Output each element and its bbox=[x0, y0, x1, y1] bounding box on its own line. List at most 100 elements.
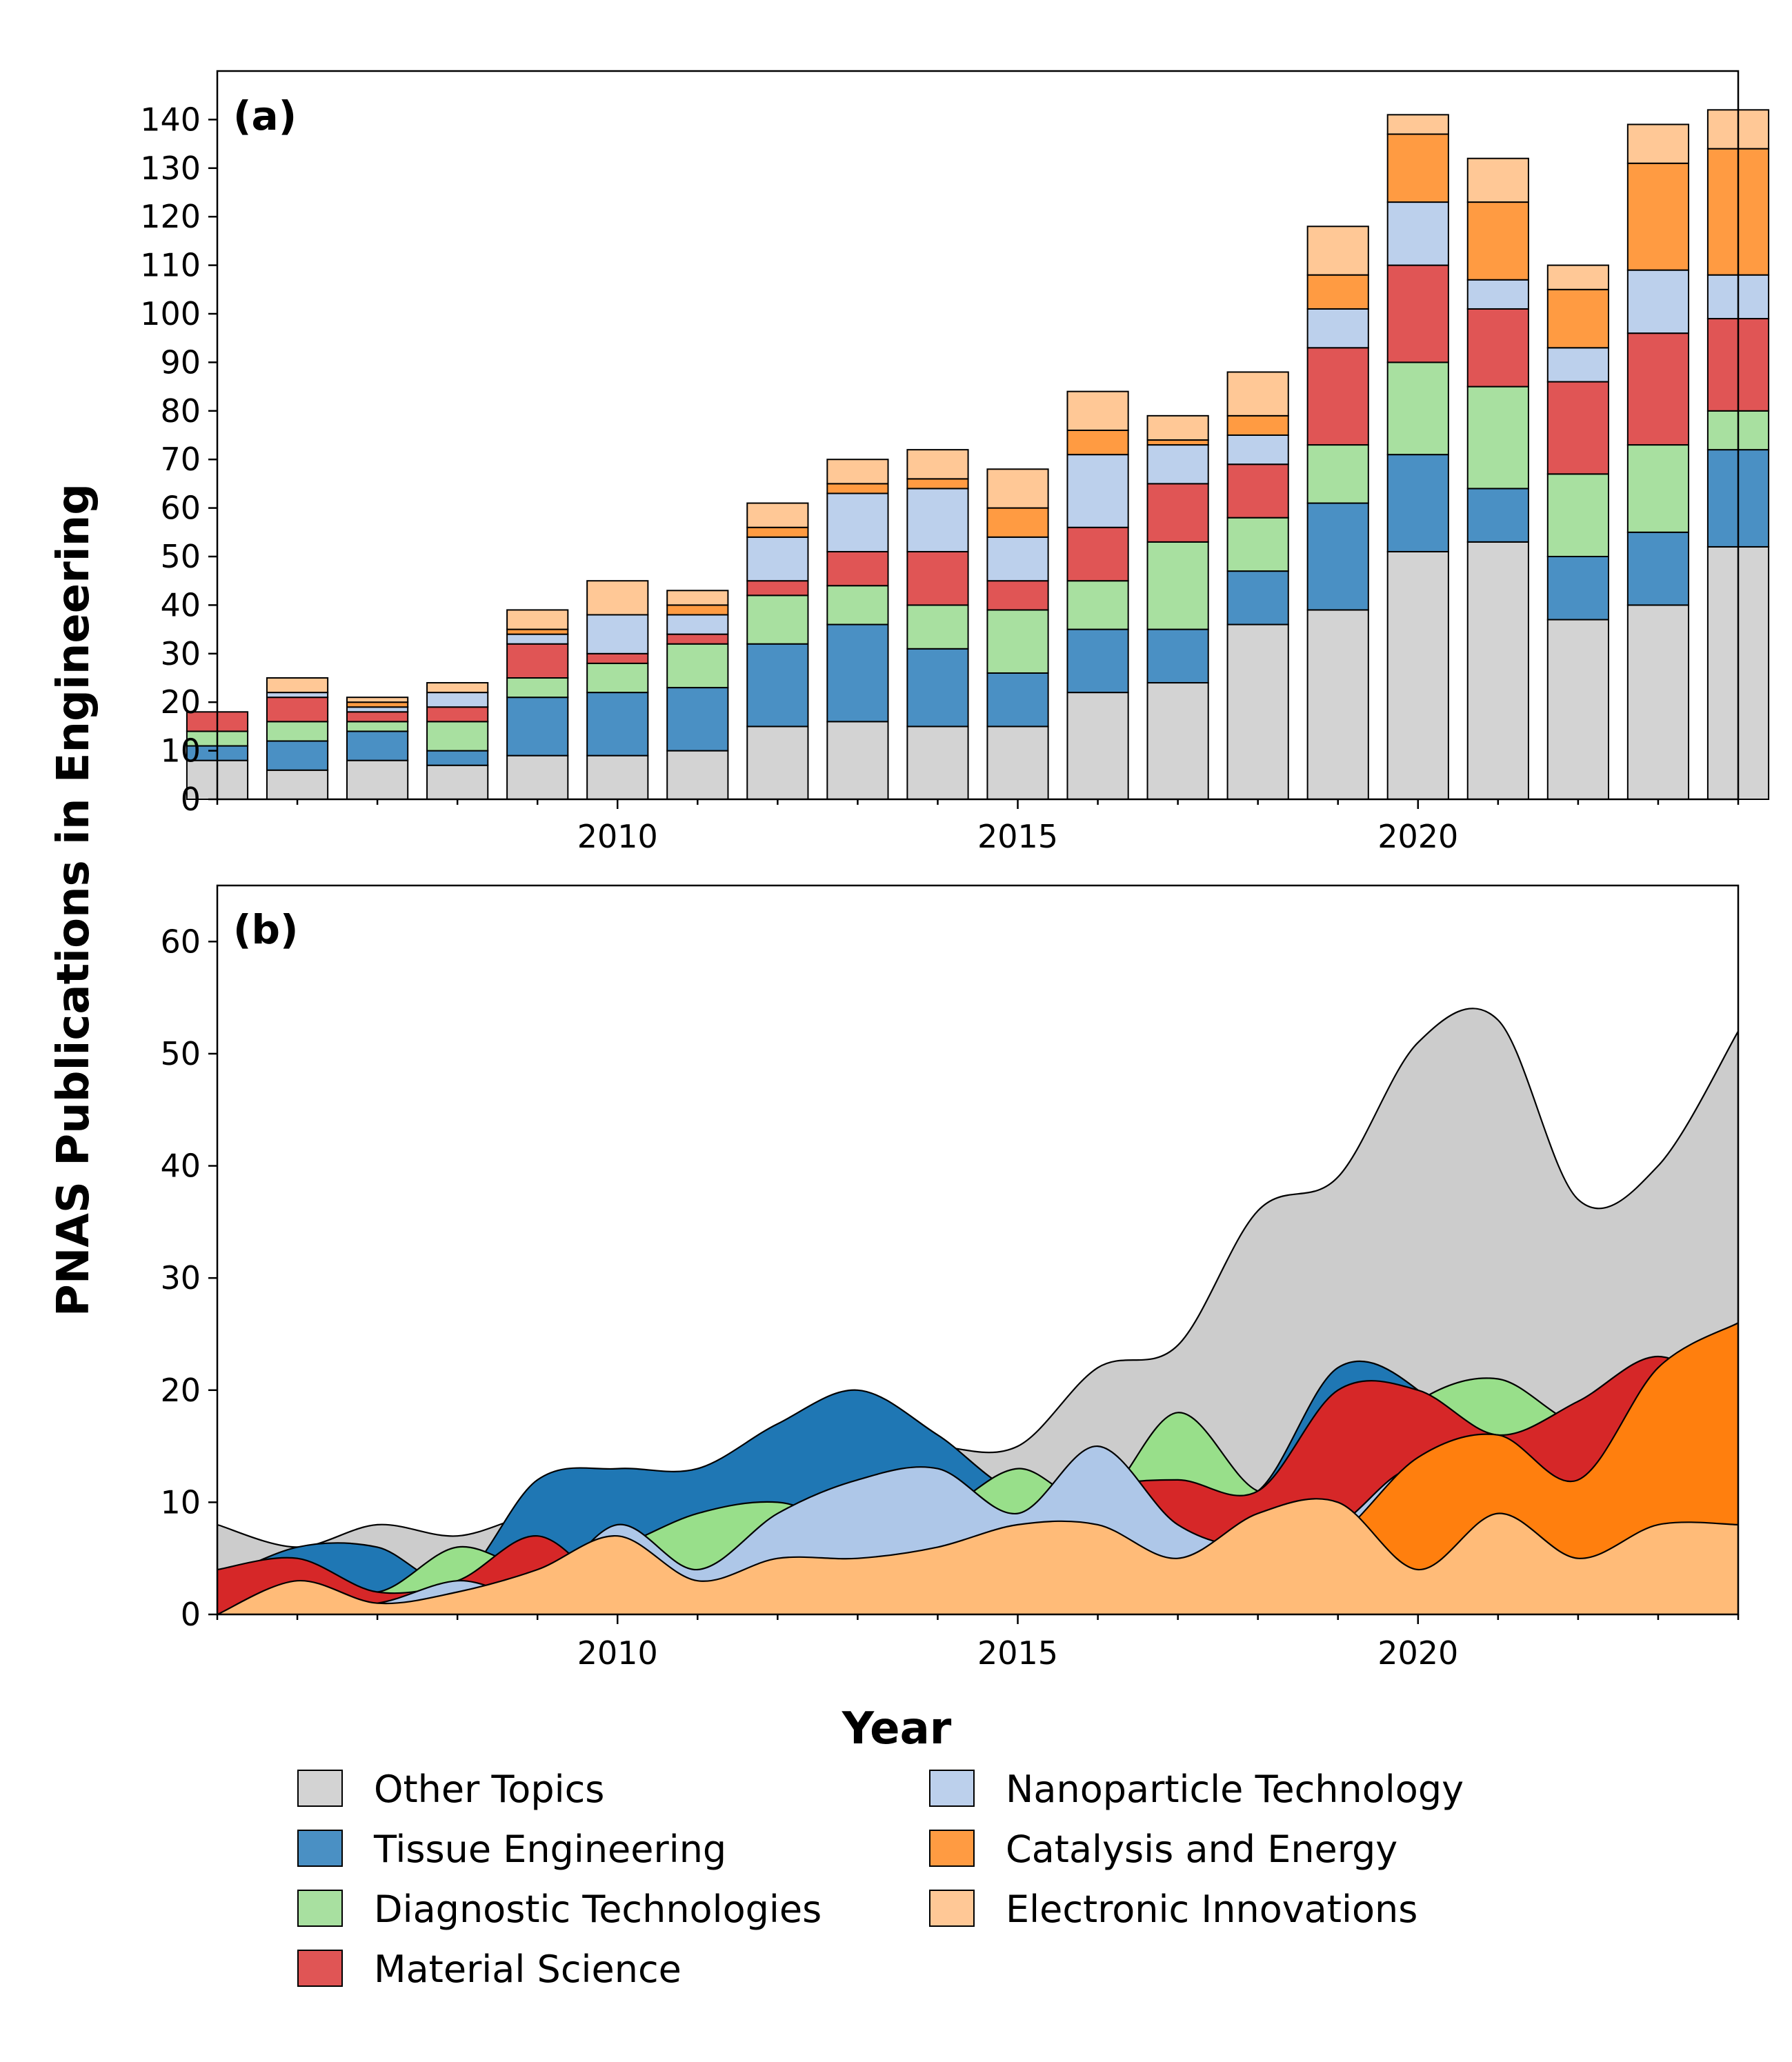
bar-2023-other-topics bbox=[1626, 604, 1690, 801]
bar-2008-other-topics bbox=[426, 764, 489, 800]
bar-2013-material-science bbox=[826, 550, 889, 587]
bar-2019-tissue-engineering bbox=[1306, 502, 1369, 611]
legend-item-diagnostic-technologies: Diagnostic Technologies bbox=[297, 1888, 822, 1931]
panel-a-label: (a) bbox=[233, 92, 297, 139]
bar-2015-material-science bbox=[986, 580, 1049, 611]
bar-2020-diagnostic-technologies bbox=[1386, 361, 1449, 456]
bar-2011-material-science bbox=[666, 633, 729, 645]
bar-2010-electronic-innovations bbox=[586, 580, 649, 616]
bar-2016-electronic-innovations bbox=[1066, 390, 1129, 431]
bar-2023-diagnostic-technologies bbox=[1626, 444, 1690, 533]
panel-b-axis-ticks: 0 10 20 30 40 50 60 2010 2015 2020 bbox=[160, 923, 1740, 1672]
bar-2009-electronic-innovations bbox=[506, 609, 569, 630]
bar-2019-nanoparticle-technology bbox=[1306, 308, 1369, 349]
legend-item-catalysis-and-energy: Catalysis and Energy bbox=[929, 1828, 1397, 1871]
bar-2022-tissue-engineering bbox=[1546, 556, 1609, 621]
panel-a-axis-ticks: 0 10 20 30 40 50 60 70 80 90 100 110 120 130 140 2010 20… bbox=[140, 101, 1740, 855]
legend-swatch bbox=[297, 1890, 343, 1927]
legend-label: Catalysis and Energy bbox=[1006, 1828, 1397, 1871]
bar-2020-tissue-engineering bbox=[1386, 454, 1449, 552]
bar-2022-material-science bbox=[1546, 381, 1609, 475]
area-electronic-innovations bbox=[217, 1498, 1738, 1614]
x-axis-title: Year bbox=[842, 1703, 952, 1754]
bar-2008-nanoparticle-technology bbox=[426, 692, 489, 708]
b-ytick-label: 10 bbox=[160, 1483, 201, 1521]
a-ytick-label: 100 bbox=[140, 295, 201, 332]
bar-2022-electronic-innovations bbox=[1546, 264, 1609, 290]
legend-swatch bbox=[297, 1950, 343, 1987]
y-axis-title: PNAS Publications in Engineering bbox=[48, 483, 99, 1317]
b-xtick-label: 2015 bbox=[977, 1634, 1058, 1672]
panel-b-areas bbox=[217, 1008, 1738, 1614]
bar-2015-other-topics bbox=[986, 725, 1049, 801]
bar-2017-diagnostic-technologies bbox=[1146, 541, 1209, 630]
bar-2009-tissue-engineering bbox=[506, 697, 569, 757]
legend-swatch bbox=[929, 1830, 975, 1867]
a-ytick-label: 50 bbox=[160, 538, 201, 575]
a-ytick-label: 40 bbox=[160, 586, 201, 623]
bar-2010-diagnostic-technologies bbox=[586, 662, 649, 694]
bar-2018-material-science bbox=[1226, 463, 1289, 519]
bar-2010-other-topics bbox=[586, 754, 649, 801]
bar-2014-tissue-engineering bbox=[906, 648, 969, 728]
bar-2007-electronic-innovations bbox=[346, 697, 409, 703]
bar-2007-catalysis-and-energy bbox=[346, 701, 409, 708]
bar-2020-catalysis-and-energy bbox=[1386, 133, 1449, 203]
bar-2018-tissue-engineering bbox=[1226, 570, 1289, 625]
bar-2015-tissue-engineering bbox=[986, 672, 1049, 728]
b-ytick-label: 50 bbox=[160, 1035, 201, 1072]
a-ytick-label: 110 bbox=[140, 247, 201, 284]
bar-2022-catalysis-and-energy bbox=[1546, 288, 1609, 349]
bar-2007-nanoparticle-technology bbox=[346, 706, 409, 713]
bar-2012-tissue-engineering bbox=[746, 643, 809, 728]
a-xtick-label: 2010 bbox=[577, 818, 658, 855]
b-ytick-label: 30 bbox=[160, 1259, 201, 1297]
bar-2012-material-science bbox=[746, 580, 809, 597]
panel-b-area-chart: 0 10 20 30 40 50 60 2010 2015 2020 (b) bbox=[160, 884, 1740, 1672]
bar-2011-diagnostic-technologies bbox=[666, 643, 729, 689]
legend-label: Nanoparticle Technology bbox=[1006, 1768, 1464, 1811]
bar-2017-other-topics bbox=[1146, 682, 1209, 800]
bar-2010-material-science bbox=[586, 652, 649, 664]
bar-2014-material-science bbox=[906, 550, 969, 606]
bar-2006-material-science bbox=[266, 697, 329, 723]
b-ytick-label: 20 bbox=[160, 1372, 201, 1409]
bar-2023-catalysis-and-energy bbox=[1626, 162, 1690, 271]
a-ytick-label: 30 bbox=[160, 635, 201, 672]
a-ytick-label: 70 bbox=[160, 441, 201, 478]
bar-2007-diagnostic-technologies bbox=[346, 721, 409, 732]
a-ytick-label: 0 bbox=[181, 781, 201, 818]
bar-2021-nanoparticle-technology bbox=[1466, 279, 1529, 310]
panel-b-label: (b) bbox=[233, 906, 299, 953]
bar-2016-nanoparticle-technology bbox=[1066, 454, 1129, 528]
bar-2013-diagnostic-technologies bbox=[826, 585, 889, 625]
bar-2016-other-topics bbox=[1066, 692, 1129, 800]
a-xtick-label: 2020 bbox=[1377, 818, 1458, 855]
bar-2023-material-science bbox=[1626, 332, 1690, 446]
a-ytick-label: 90 bbox=[160, 343, 201, 381]
legend-label: Material Science bbox=[374, 1948, 681, 1991]
bar-2020-nanoparticle-technology bbox=[1386, 201, 1449, 266]
bar-2014-nanoparticle-technology bbox=[906, 488, 969, 552]
legend-swatch bbox=[929, 1770, 975, 1807]
bar-2021-electronic-innovations bbox=[1466, 157, 1529, 203]
a-ytick-label: 130 bbox=[140, 150, 201, 187]
panel-a-frame bbox=[216, 70, 1740, 801]
bar-2006-diagnostic-technologies bbox=[266, 721, 329, 742]
bar-2010-tissue-engineering bbox=[586, 692, 649, 757]
bar-2019-electronic-innovations bbox=[1306, 226, 1369, 276]
bar-2016-material-science bbox=[1066, 526, 1129, 582]
bar-2021-material-science bbox=[1466, 308, 1529, 388]
bar-2011-tissue-engineering bbox=[666, 687, 729, 752]
bar-2017-electronic-innovations bbox=[1146, 414, 1209, 441]
bar-2012-electronic-innovations bbox=[746, 502, 809, 528]
a-xtick-label: 2015 bbox=[977, 818, 1058, 855]
bar-2012-nanoparticle-technology bbox=[746, 536, 809, 582]
bar-2017-material-science bbox=[1146, 483, 1209, 543]
b-ytick-label: 40 bbox=[160, 1148, 201, 1185]
bar-2008-material-science bbox=[426, 706, 489, 723]
bar-2016-catalysis-and-energy bbox=[1066, 429, 1129, 456]
bar-2019-material-science bbox=[1306, 347, 1369, 446]
bar-2021-tissue-engineering bbox=[1466, 488, 1529, 543]
b-ytick-label: 0 bbox=[181, 1596, 201, 1633]
